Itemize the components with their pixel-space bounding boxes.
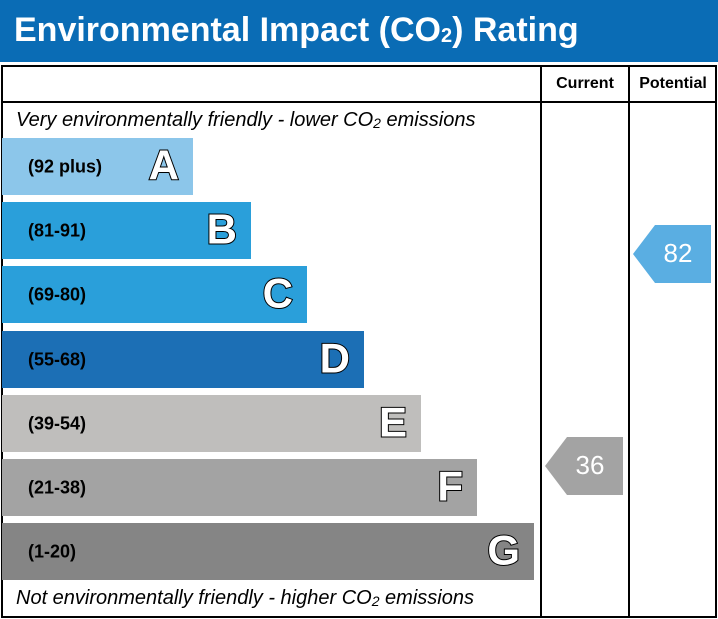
- band-range: (81-91): [28, 220, 86, 240]
- band-range: (39-54): [28, 413, 86, 433]
- band-letter: E: [379, 399, 407, 446]
- band-range: (55-68): [28, 349, 86, 369]
- top-caption: Very environmentally friendly - lower CO…: [16, 109, 475, 131]
- text-part: Not environmentally friendly - higher CO: [16, 587, 372, 609]
- rating-arrow: [545, 437, 623, 495]
- rating-arrow: [633, 225, 711, 283]
- band-range: (21-38): [28, 477, 86, 497]
- band-range: (69-80): [28, 284, 86, 304]
- band-bar: [2, 202, 251, 259]
- bottom-caption: Not environmentally friendly - higher CO…: [16, 587, 474, 609]
- text-part: 2: [371, 593, 380, 609]
- title-bar: [0, 0, 718, 62]
- band-letter: B: [207, 206, 237, 253]
- band-bar: [2, 523, 534, 580]
- band-bar: [2, 138, 193, 195]
- text-part: Very environmentally friendly - lower CO: [16, 109, 373, 131]
- band-letter: F: [437, 463, 463, 510]
- band-bar: [2, 266, 307, 323]
- band-range: (92 plus): [28, 156, 102, 176]
- band-bar: [2, 395, 421, 452]
- text-part: emissions: [381, 109, 475, 131]
- text-part: 2: [441, 25, 452, 47]
- column-header: Potential: [639, 75, 707, 92]
- title: Environmental Impact (CO2) Rating: [14, 11, 579, 49]
- rating-value: 36: [576, 450, 605, 480]
- band-bar: [2, 331, 364, 388]
- column-header: Current: [556, 75, 614, 92]
- rating-value: 82: [664, 238, 693, 268]
- text-part: emissions: [380, 587, 474, 609]
- band-letter: C: [263, 270, 293, 317]
- band-range: (1-20): [28, 541, 76, 561]
- text-part: 2: [372, 115, 381, 131]
- text-part: Environmental Impact (CO: [14, 11, 441, 49]
- text-part: ) Rating: [452, 11, 579, 49]
- band-letter: D: [320, 335, 350, 382]
- band-letter: A: [149, 142, 179, 189]
- band-bar: [2, 459, 477, 516]
- band-letter: G: [487, 527, 520, 574]
